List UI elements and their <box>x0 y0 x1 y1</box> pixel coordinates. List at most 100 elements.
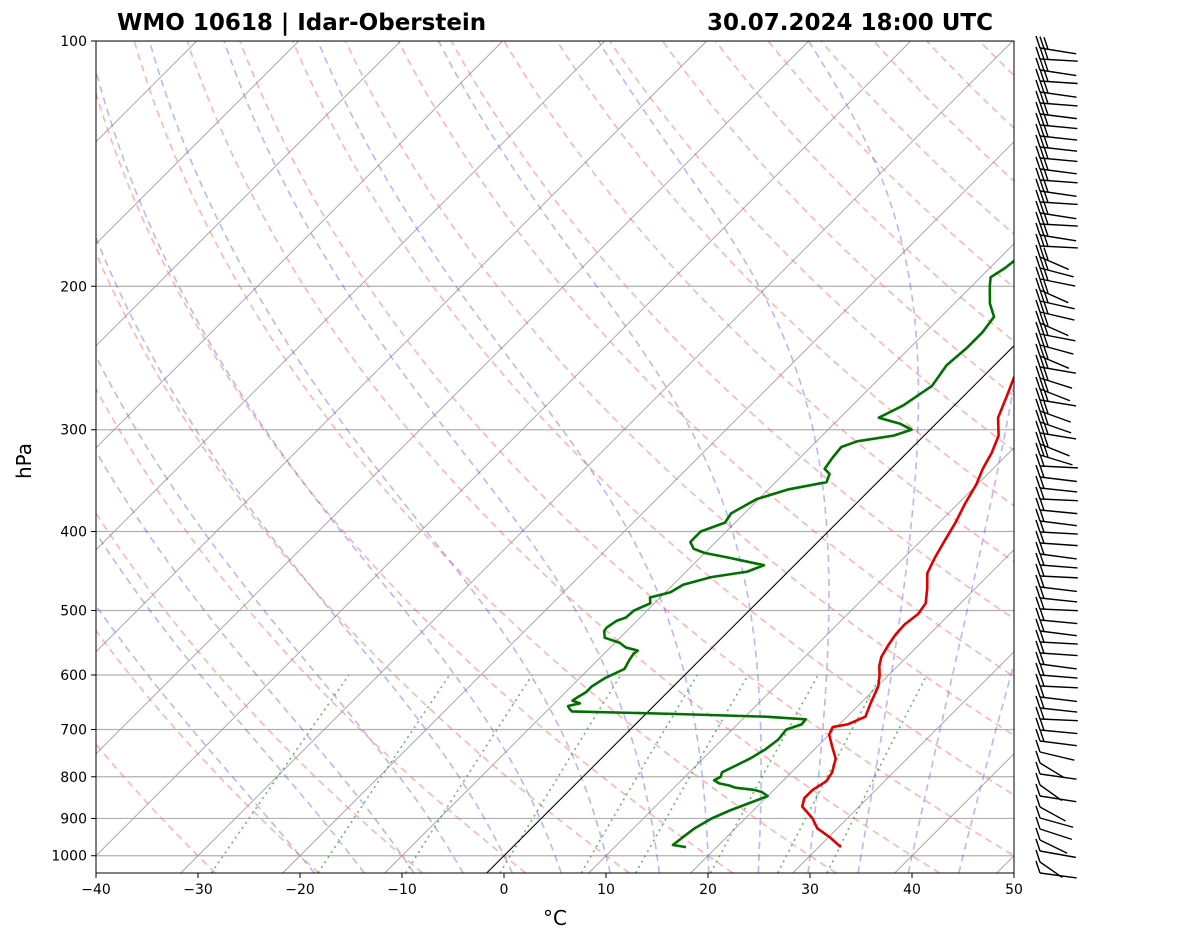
wind-barb <box>1035 497 1078 515</box>
wind-barb-staff <box>1039 762 1065 779</box>
wind-barb-staff <box>1039 586 1078 593</box>
wind-barb-flag <box>1039 146 1045 159</box>
wind-barb-staff <box>1039 839 1068 854</box>
wind-barb-staff <box>1039 201 1078 206</box>
wind-barb-flag <box>1039 696 1045 709</box>
wind-barb-flag <box>1035 574 1041 588</box>
wind-barb-flag <box>1039 443 1045 457</box>
wind-barb-flag <box>1039 102 1045 115</box>
wind-barb-flag <box>1035 365 1041 379</box>
y-axis: 1000 900 800 700 600 500 400 300 200 100 <box>51 34 96 865</box>
wind-barb-staff <box>1039 498 1078 502</box>
wind-barb-flag <box>1035 717 1041 731</box>
mixing-ratio-line <box>210 674 350 873</box>
isotherm-line <box>96 41 300 245</box>
wind-barb-flag <box>1035 860 1041 874</box>
wind-barb-flag <box>1039 596 1045 610</box>
wind-barb <box>1035 530 1078 547</box>
wind-barb-flag <box>1035 288 1041 302</box>
wind-barb-flag <box>1035 486 1041 500</box>
y-tick-label: 800 <box>60 770 87 786</box>
wind-barb-staff <box>1039 212 1077 220</box>
wind-barb-flag <box>1039 519 1045 533</box>
wind-barb <box>1035 464 1078 483</box>
wind-barb-staff <box>1039 47 1077 55</box>
wind-barb <box>1035 420 1077 440</box>
wind-barb <box>1035 475 1078 493</box>
wind-barb-flag <box>1039 223 1045 236</box>
wind-barb-flag <box>1035 684 1041 698</box>
wind-barb-flag <box>1035 552 1041 566</box>
wind-barb-flag <box>1043 412 1049 425</box>
wind-barb <box>1035 365 1073 389</box>
wind-barb <box>1035 79 1077 98</box>
wind-barb-flag <box>1035 178 1041 192</box>
wind-barb-flag <box>1039 322 1045 335</box>
mixing-ratio-line <box>499 674 622 873</box>
wind-barb-staff <box>1039 685 1078 689</box>
wind-barb-staff <box>1039 454 1073 466</box>
wind-barb <box>1035 684 1078 703</box>
wind-barb-staff <box>1039 377 1073 389</box>
wind-barb <box>1035 717 1078 735</box>
wind-barb <box>1035 156 1077 175</box>
mixing-ratio-line <box>826 674 928 873</box>
wind-barb <box>1035 607 1078 625</box>
moist-adiabat <box>96 354 464 873</box>
wind-barb-flag <box>1035 123 1041 137</box>
wind-barb-staff <box>1039 509 1078 515</box>
wind-barb-staff <box>1039 113 1077 120</box>
wind-barb-flag <box>1035 211 1041 225</box>
wind-barb-flag <box>1039 378 1045 391</box>
y-tick-label: 300 <box>60 423 87 439</box>
isobar-gridlines <box>96 41 1014 857</box>
wind-barb-staff <box>1039 410 1072 423</box>
wind-barb-flag <box>1035 794 1041 808</box>
wind-barb-staff <box>1039 476 1078 483</box>
wind-barb <box>1035 68 1078 85</box>
wind-barb-flag <box>1035 420 1041 434</box>
wind-barb-flag <box>1043 124 1049 138</box>
wind-barb <box>1035 442 1073 466</box>
wind-barb-flag <box>1039 608 1045 621</box>
dry-adiabat <box>556 41 1014 507</box>
wind-barb-flag <box>1043 190 1049 203</box>
wind-barb-flag <box>1039 563 1045 577</box>
wind-barb-staff <box>1039 531 1078 535</box>
wind-barb <box>1035 46 1078 62</box>
wind-barb-flag <box>1039 289 1045 303</box>
wind-barb-flag <box>1043 135 1049 149</box>
wind-barb-flag <box>1035 35 1041 49</box>
wind-barb-flag <box>1039 345 1045 358</box>
dry-adiabat <box>609 41 1014 452</box>
wind-barb <box>1035 838 1076 859</box>
y-tick-label: 1000 <box>51 849 87 865</box>
wind-barb-flag <box>1039 729 1045 742</box>
wind-barb-staff <box>1039 553 1077 560</box>
wind-barb-flag <box>1039 718 1045 731</box>
wind-barb-flag <box>1039 509 1045 522</box>
wind-barb-flag <box>1043 47 1049 60</box>
wind-barb-flag <box>1035 167 1041 181</box>
wind-barb-flag <box>1043 91 1049 104</box>
wind-barb <box>1035 222 1077 242</box>
wind-barb <box>1035 552 1078 569</box>
wind-barb-flag <box>1039 453 1045 467</box>
wind-barb-flag <box>1039 69 1045 82</box>
wind-barb <box>1035 255 1074 278</box>
dewpoint-profile <box>566 259 1014 849</box>
mixing-ratio-line <box>404 674 533 873</box>
wind-barb-flag <box>1035 112 1041 126</box>
wind-barb-flag <box>1039 312 1045 325</box>
wind-barb-flag <box>1035 233 1041 247</box>
wind-barb <box>1035 508 1077 527</box>
wind-barb-flag <box>1035 607 1041 621</box>
x-tick-label: 50 <box>1005 882 1023 898</box>
wind-barb <box>1035 739 1075 761</box>
wind-barb-flag <box>1043 168 1049 181</box>
wind-barb <box>1035 310 1069 337</box>
wind-barb <box>1035 706 1078 722</box>
wind-barb-flag <box>1035 442 1041 456</box>
isotherm-line <box>96 41 810 755</box>
